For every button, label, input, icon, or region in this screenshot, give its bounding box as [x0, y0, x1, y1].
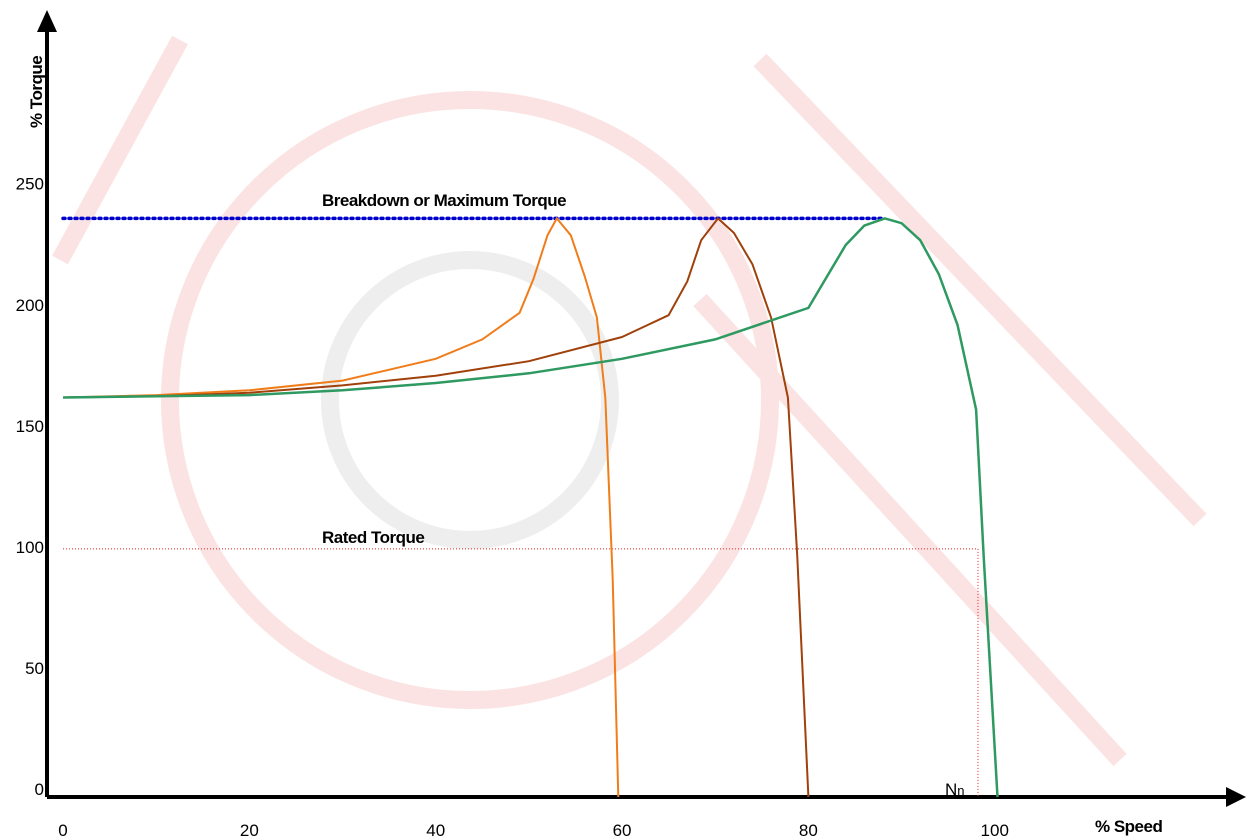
x-tick-label: 60 — [613, 821, 632, 840]
torque-curve — [62, 216, 620, 798]
torque-curve — [62, 216, 810, 798]
y-axis-label: % Torque — [27, 56, 46, 128]
x-axis-label: % Speed — [1095, 817, 1162, 836]
rated-label: Rated Torque — [322, 528, 424, 547]
y-tick-label: 0 — [35, 780, 44, 799]
x-tick-label: 80 — [799, 821, 818, 840]
y-tick-label: 200 — [16, 296, 44, 315]
x-tick-label: 20 — [240, 821, 259, 840]
y-tick-label: 100 — [16, 538, 44, 557]
speed-marker-label: Nn — [945, 780, 965, 799]
torque-curve — [62, 217, 999, 798]
y-tick-label: 50 — [25, 659, 44, 678]
watermark — [52, 35, 1207, 767]
y-tick-label: 250 — [16, 175, 44, 194]
x-tick-label: 0 — [58, 821, 67, 840]
speed-marker-main: N — [945, 780, 957, 799]
x-tick-label: 40 — [426, 821, 445, 840]
x-tick-label: 100 — [981, 821, 1009, 840]
y-axis-arrow — [37, 10, 57, 32]
x-axis-arrow — [1226, 787, 1246, 807]
y-tick-label: 150 — [16, 417, 44, 436]
speed-marker-sub: n — [957, 783, 964, 798]
breakdown-label: Breakdown or Maximum Torque — [322, 191, 566, 210]
